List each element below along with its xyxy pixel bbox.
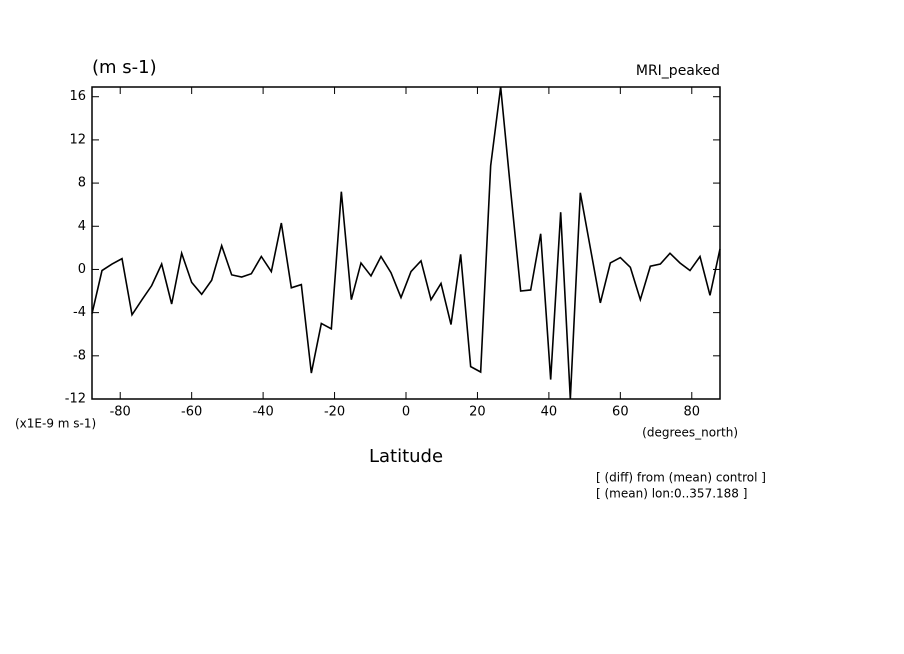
x-tick-label: -40: [252, 405, 273, 420]
y-tick-label: 8: [78, 176, 86, 191]
x-tick-label: 60: [612, 405, 629, 420]
x-tick-label: 40: [541, 405, 558, 420]
y-tick-label: 0: [78, 262, 86, 277]
data-line: [91, 86, 721, 400]
y-tick-label: 4: [78, 219, 86, 234]
x-tick-label: 20: [469, 405, 486, 420]
y-tick-label: 16: [69, 89, 86, 104]
chart-subtitle: MRI_peaked: [636, 63, 720, 79]
x-tick-label: -20: [324, 405, 345, 420]
y-tick-label: -12: [65, 392, 86, 407]
annotation: [ (mean) lon:0..357.188 ]: [596, 487, 747, 501]
y-tick-label: -4: [73, 305, 86, 320]
x-tick-label: -60: [181, 405, 202, 420]
x-tick-label: 80: [684, 405, 701, 420]
x-tick-label: 0: [402, 405, 410, 420]
annotation: [ (diff) from (mean) control ]: [596, 471, 766, 485]
x-tick-label: -80: [110, 405, 131, 420]
y-axis-label: (x1E-9 m s-1): [15, 417, 96, 431]
y-tick-label: -8: [73, 348, 86, 363]
plot-frame: [91, 86, 721, 400]
x-axis-units: (degrees_north): [642, 426, 738, 440]
chart-title: (m s-1): [92, 57, 157, 78]
x-axis-label: Latitude: [369, 446, 443, 467]
y-tick-label: 12: [69, 132, 86, 147]
